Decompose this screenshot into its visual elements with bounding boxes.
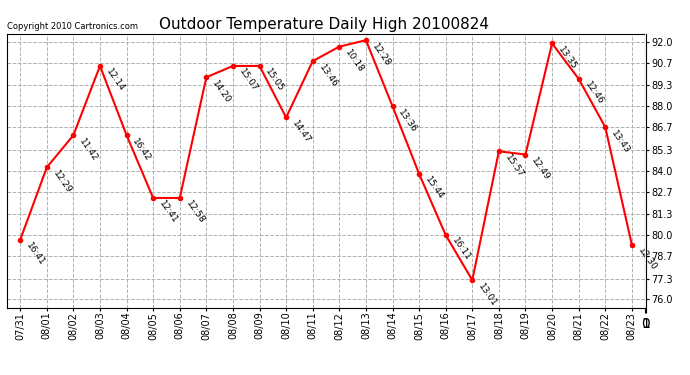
Text: 12:58: 12:58	[184, 200, 206, 226]
Text: 14:20: 14:20	[210, 79, 233, 105]
Text: 15:05: 15:05	[264, 68, 286, 94]
Text: 12:14: 12:14	[104, 68, 126, 93]
Text: 13:01: 13:01	[477, 282, 499, 308]
Text: 14:47: 14:47	[290, 119, 313, 145]
Text: Copyright 2010 Cartronics.com: Copyright 2010 Cartronics.com	[7, 22, 138, 31]
Text: 13:35: 13:35	[556, 45, 578, 71]
Text: 13:43: 13:43	[609, 129, 631, 155]
Text: 11:42: 11:42	[77, 136, 99, 163]
Text: 16:41: 16:41	[24, 241, 46, 267]
Text: 12:29: 12:29	[51, 169, 73, 195]
Text: 12:28: 12:28	[370, 42, 392, 68]
Text: 16:42: 16:42	[130, 136, 152, 163]
Text: 13:46: 13:46	[317, 63, 339, 89]
Text: 12:41: 12:41	[157, 200, 179, 225]
Text: 10:18: 10:18	[344, 48, 366, 74]
Text: 12:46: 12:46	[583, 80, 605, 106]
Text: 15:44: 15:44	[423, 175, 445, 201]
Text: 15:07: 15:07	[237, 68, 259, 94]
Text: Outdoor Temperature Daily High 20100824: Outdoor Temperature Daily High 20100824	[159, 17, 489, 32]
Text: 13:36: 13:36	[397, 108, 419, 134]
Text: 15:57: 15:57	[503, 153, 525, 179]
Text: 12:30: 12:30	[636, 246, 658, 272]
Text: 16:11: 16:11	[450, 236, 472, 263]
Text: 12:49: 12:49	[530, 156, 552, 182]
